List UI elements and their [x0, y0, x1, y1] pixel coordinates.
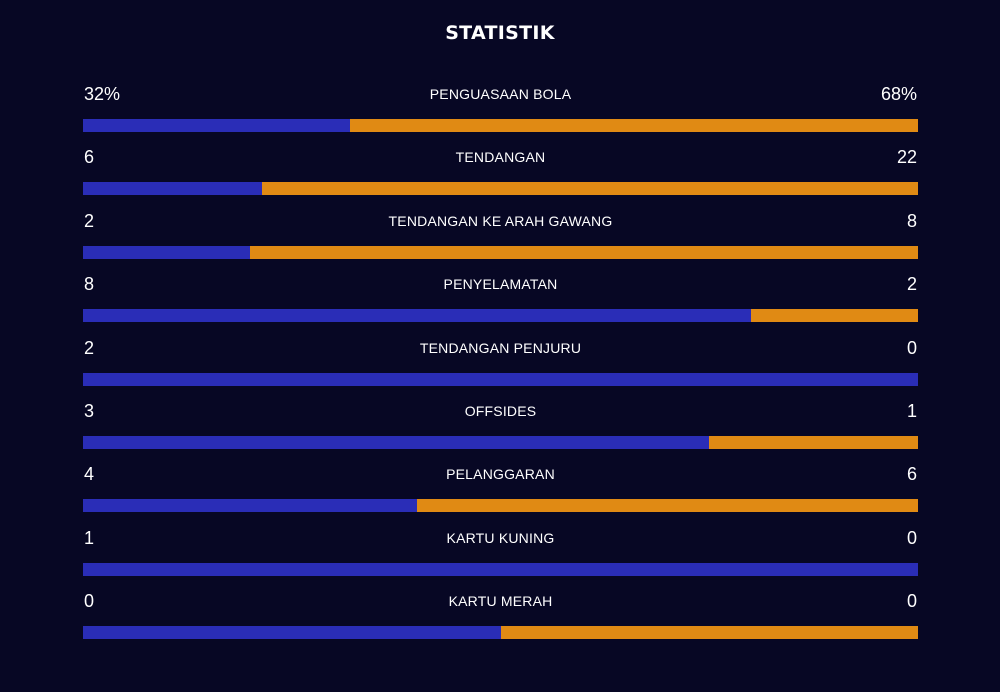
away-value: 6: [906, 464, 917, 485]
home-value: 8: [84, 274, 95, 295]
away-bar-fill: [417, 499, 918, 513]
away-value: 68%: [880, 84, 917, 104]
stat-row-possession: 32% PENGUASAAN BOLA 68%: [83, 80, 918, 143]
home-value: 32%: [84, 84, 121, 104]
stat-label: KARTU KUNING: [446, 529, 555, 546]
stat-bar: [83, 435, 918, 449]
stat-bar: [83, 499, 918, 513]
stat-label: PENGUASAAN BOLA: [429, 86, 572, 102]
home-value: 1: [84, 527, 95, 548]
stat-label: OFFSIDES: [464, 402, 537, 419]
home-bar-fill: [83, 562, 918, 576]
stat-row-shots-on-target: 2 TENDANGAN KE ARAH GAWANG 8: [83, 207, 918, 270]
home-value: 6: [84, 147, 95, 168]
stat-row-yellow-cards: 1 KARTU KUNING 0: [83, 524, 918, 587]
stat-row-saves: 8 PENYELAMATAN 2: [83, 270, 918, 333]
stat-row-shots: 6 TENDANGAN 22: [83, 143, 918, 206]
away-value: 0: [906, 527, 917, 548]
stat-label: TENDANGAN PENJURU: [419, 339, 582, 356]
stat-label: TENDANGAN KE ARAH GAWANG: [388, 212, 613, 229]
home-bar-fill: [83, 435, 710, 449]
home-bar-fill: [83, 372, 918, 386]
home-bar-fill: [83, 309, 751, 323]
stat-row-corners: 2 TENDANGAN PENJURU 0: [83, 334, 918, 397]
stat-bar: [83, 626, 918, 640]
away-bar-fill: [261, 182, 918, 196]
away-bar-fill: [350, 119, 918, 132]
stat-bar: [83, 562, 918, 576]
away-value: 22: [896, 147, 917, 168]
away-bar-fill: [250, 245, 918, 259]
stat-bar: [83, 182, 918, 196]
away-value: 8: [906, 210, 917, 231]
away-bar-fill: [709, 435, 918, 449]
away-value: 1: [906, 400, 917, 421]
stat-row-red-cards: 0 KARTU MERAH 0: [83, 587, 918, 650]
home-value: 2: [84, 337, 95, 358]
home-bar-fill: [83, 245, 250, 259]
stat-row-offsides: 3 OFFSIDES 1: [83, 397, 918, 460]
home-bar-fill: [83, 499, 417, 513]
home-value: 2: [84, 210, 95, 231]
away-bar-fill: [751, 309, 918, 323]
away-value: 0: [906, 337, 917, 358]
stat-bar: [83, 119, 918, 132]
stat-bar: [83, 372, 918, 386]
home-bar-fill: [83, 119, 351, 132]
stat-label: TENDANGAN: [455, 149, 546, 166]
away-value: 2: [906, 274, 917, 295]
home-value: 0: [84, 591, 95, 612]
home-bar-fill: [83, 626, 501, 640]
stat-row-fouls: 4 PELANGGARAN 6: [83, 460, 918, 523]
stats-list: 32% PENGUASAAN BOLA 68% 6 TENDANGAN 22 2…: [83, 80, 918, 651]
stat-bar: [83, 245, 918, 259]
away-value: 0: [906, 591, 917, 612]
home-value: 3: [84, 400, 95, 421]
stat-label: KARTU MERAH: [448, 593, 553, 610]
home-value: 4: [84, 464, 95, 485]
stats-title: STATISTIK: [445, 22, 555, 44]
stat-label: PENYELAMATAN: [443, 276, 558, 293]
away-bar-fill: [500, 626, 918, 640]
stat-label: PELANGGARAN: [446, 466, 555, 483]
stat-bar: [83, 309, 918, 323]
home-bar-fill: [83, 182, 262, 196]
